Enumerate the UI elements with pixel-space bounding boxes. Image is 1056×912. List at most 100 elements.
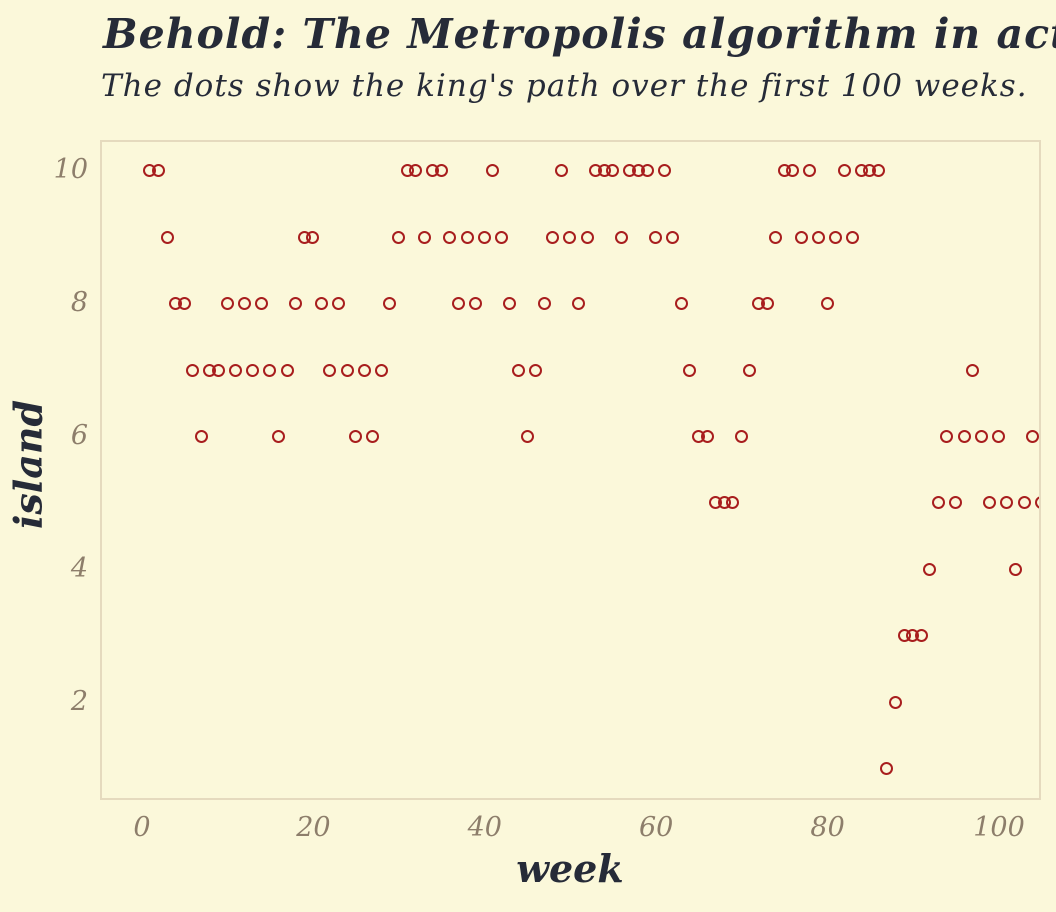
data-point [220, 297, 234, 311]
data-point [794, 230, 808, 244]
data-point [443, 230, 457, 244]
data-point [417, 230, 431, 244]
data-point [323, 363, 337, 377]
data-point [966, 363, 980, 377]
data-point [272, 429, 286, 443]
data-point [683, 363, 697, 377]
data-point [666, 230, 680, 244]
data-point [246, 363, 260, 377]
data-point [829, 230, 843, 244]
data-point [914, 629, 928, 643]
data-point [923, 562, 937, 576]
data-point [160, 230, 174, 244]
data-point [332, 297, 345, 311]
data-point [674, 297, 688, 311]
data-point [409, 164, 423, 178]
data-point [846, 230, 860, 244]
data-point [177, 297, 191, 311]
data-point [383, 297, 397, 311]
data-point [477, 230, 491, 244]
data-point [957, 429, 971, 443]
data-point [880, 761, 894, 775]
data-point [889, 695, 903, 709]
data-point [1009, 562, 1023, 576]
data-point [769, 230, 783, 244]
data-point [991, 429, 1005, 443]
data-point [263, 363, 277, 377]
data-point [306, 230, 320, 244]
data-point [743, 363, 757, 377]
data-point [931, 496, 945, 510]
data-point [152, 164, 166, 178]
data-point [254, 297, 268, 311]
data-point [486, 164, 500, 178]
data-point [700, 429, 714, 443]
data-point [734, 429, 748, 443]
data-point [289, 297, 303, 311]
y-tick-label: 2 [70, 685, 88, 717]
y-tick-label: 10 [53, 154, 88, 186]
data-point [314, 297, 328, 311]
data-point [606, 164, 620, 178]
y-axis-title: island [5, 399, 51, 530]
data-point [546, 230, 560, 244]
data-point [614, 230, 628, 244]
x-axis-title: week [516, 846, 624, 891]
data-point [186, 363, 200, 377]
data-point [503, 297, 517, 311]
data-point [229, 363, 243, 377]
data-point [760, 297, 774, 311]
data-point [511, 363, 525, 377]
data-point [349, 429, 363, 443]
data-point [649, 230, 663, 244]
data-point [871, 164, 885, 178]
x-tick-label: 80 [810, 812, 845, 843]
data-point [460, 230, 474, 244]
data-point [571, 297, 585, 311]
data-point [469, 297, 483, 311]
x-tick-label: 20 [296, 812, 331, 843]
x-tick-label: 40 [467, 812, 502, 843]
data-point [529, 363, 543, 377]
data-point [280, 363, 294, 377]
chart-title: Behold: The Metropolis algorithm in acti… [103, 10, 1056, 58]
data-point [1034, 496, 1039, 510]
data-point [837, 164, 851, 178]
y-tick-label: 8 [70, 287, 88, 319]
x-tick-label: 100 [973, 812, 1025, 843]
data-point [340, 363, 354, 377]
data-point [580, 230, 594, 244]
y-tick-label: 6 [70, 420, 88, 451]
data-point [554, 164, 568, 178]
data-point [392, 230, 405, 244]
data-point [940, 429, 954, 443]
x-tick-label: 0 [133, 812, 151, 843]
data-point [803, 164, 817, 178]
data-point [1026, 429, 1039, 443]
data-point [811, 230, 825, 244]
data-point [434, 164, 448, 178]
data-point [563, 230, 577, 244]
data-point [494, 230, 508, 244]
plot-area [100, 140, 1041, 800]
data-point [726, 496, 740, 510]
data-point [949, 496, 963, 510]
data-point [194, 429, 208, 443]
data-point [237, 297, 251, 311]
data-point [520, 429, 534, 443]
chart-subtitle: The dots show the king's path over the f… [101, 68, 1028, 104]
data-point [820, 297, 834, 311]
data-point [786, 164, 800, 178]
x-tick-label: 60 [639, 812, 674, 843]
data-point [657, 164, 671, 178]
data-point [640, 164, 654, 178]
data-point [451, 297, 465, 311]
data-point [366, 429, 380, 443]
data-point [212, 363, 226, 377]
data-point [537, 297, 551, 311]
data-point [983, 496, 997, 510]
data-point [974, 429, 988, 443]
data-point [374, 363, 388, 377]
data-point [357, 363, 371, 377]
